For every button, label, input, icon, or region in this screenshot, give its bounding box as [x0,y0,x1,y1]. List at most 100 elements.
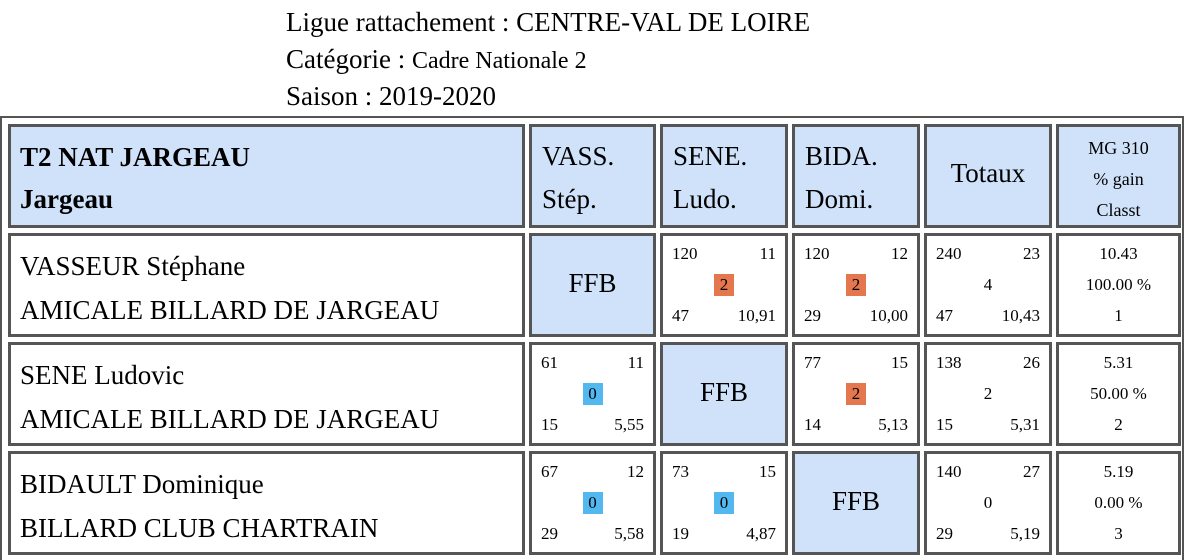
gain-percent: 0.00 % [1094,493,1143,512]
column-header-line2: Domi. [805,184,874,214]
match-reprises: 11 [759,244,776,263]
gain-percent: 100.00 % [1085,275,1152,294]
gain-label: % gain [1093,169,1144,189]
match-points: 120 [672,244,698,263]
totals-cell: 140 27 0 29 5,19 [924,451,1052,555]
saison-line: Saison : 2019-2020 [286,78,810,115]
totaux-label: Totaux [950,158,1026,188]
match-moyenne: 5,58 [614,524,644,543]
categorie-label: Catégorie : [286,44,412,74]
moyenne-generale: 5.19 [1103,462,1134,481]
total-reprises: 26 [1023,353,1040,372]
column-header-line2: Stép. [542,184,597,214]
classement: 1 [1114,306,1123,325]
total-moyenne: 10,43 [1001,306,1040,325]
total-points: 138 [936,353,962,372]
totals-cell: 138 26 2 15 5,31 [924,342,1052,446]
match-moyenne: 4,87 [746,524,776,543]
player-cell: SENE Ludovic AMICALE BILLARD DE JARGEAU [8,342,525,446]
gain-percent: 50.00 % [1090,384,1147,403]
match-points: 67 [541,462,558,481]
match-serie: 14 [804,415,821,434]
total-serie: 47 [936,306,953,325]
match-cell: 120 12 2 29 10,00 [792,233,920,337]
total-serie: 15 [936,415,953,434]
total-serie: 29 [936,524,953,543]
match-points: 61 [541,353,558,372]
match-reprises: 12 [891,244,908,263]
player-club: BILLARD CLUB CHARTRAIN [20,513,379,543]
match-points: 77 [804,353,821,372]
match-moyenne: 5,55 [614,415,644,434]
ffb-label: FFB [831,486,881,516]
moyenne-generale: 10.43 [1099,244,1138,263]
classement: 3 [1114,524,1123,543]
total-match-points: 4 [983,275,993,294]
summary-cell: 5.19 0.00 % 3 [1056,451,1181,555]
column-header-sene: SENE. Ludo. [660,124,788,228]
ffb-cell: FFB [660,342,788,446]
total-moyenne: 5,19 [1010,524,1040,543]
match-reprises: 15 [891,353,908,372]
player-name: VASSEUR Stéphane [20,251,246,281]
column-header-line1: BIDA. [805,141,878,171]
ligue-label: Ligue rattachement : [286,7,517,37]
match-serie: 29 [541,524,558,543]
column-header-totaux: Totaux [924,124,1052,228]
player-club: AMICALE BILLARD DE JARGEAU [20,404,440,434]
match-points: 120 [804,244,830,263]
ligue-value: CENTRE-VAL DE LOIRE [516,7,811,37]
match-cell: 67 12 0 29 5,58 [529,451,656,555]
match-cell: 120 11 2 47 10,91 [660,233,788,337]
mg-label: MG 310 [1088,138,1149,158]
team-name: T2 NAT JARGEAU [20,142,251,172]
team-city: Jargeau [20,184,113,214]
player-cell: VASSEUR Stéphane AMICALE BILLARD DE JARGE… [8,233,525,337]
match-serie: 47 [672,306,689,325]
match-serie: 19 [672,524,689,543]
match-score-badge: 0 [582,492,603,514]
column-header-bida: BIDA. Domi. [792,124,920,228]
summary-cell: 5.31 50.00 % 2 [1056,342,1181,446]
match-serie: 29 [804,306,821,325]
ffb-cell: FFB [792,451,920,555]
match-reprises: 11 [627,353,644,372]
total-points: 140 [936,462,962,481]
team-header-cell: T2 NAT JARGEAU Jargeau [8,124,525,228]
total-moyenne: 5,31 [1010,415,1040,434]
totals-cell: 240 23 4 47 10,43 [924,233,1052,337]
column-header-mg: MG 310 % gain Classt [1056,124,1181,228]
total-points: 240 [936,244,962,263]
moyenne-generale: 5.31 [1103,353,1134,372]
ffb-cell: FFB [529,233,656,337]
total-reprises: 23 [1023,244,1040,263]
match-cell: 61 11 0 15 5,55 [529,342,656,446]
column-header-vass: VASS. Stép. [529,124,656,228]
match-moyenne: 10,91 [737,306,776,325]
match-reprises: 15 [759,462,776,481]
total-match-points: 2 [983,384,993,403]
match-score-badge: 0 [714,492,734,514]
total-reprises: 27 [1023,462,1040,481]
saison-value: 2019-2020 [379,81,497,111]
player-cell: BIDAULT Dominique BILLARD CLUB CHARTRAIN [8,451,525,555]
ffb-label: FFB [699,377,749,407]
player-club: AMICALE BILLARD DE JARGEAU [20,295,440,325]
column-header-line2: Ludo. [673,184,737,214]
saison-label: Saison : [286,81,380,111]
player-name: BIDAULT Dominique [20,469,264,499]
match-score-badge: 2 [846,274,866,296]
header: Ligue rattachement : CENTRE-VAL DE LOIRE… [286,4,810,115]
match-score-badge: 2 [714,274,734,296]
match-reprises: 12 [627,462,644,481]
match-score-badge: 0 [582,383,603,405]
match-moyenne: 10,00 [869,306,908,325]
summary-cell: 10.43 100.00 % 1 [1056,233,1181,337]
categorie-value: Cadre Nationale 2 [411,48,587,74]
column-header-line1: SENE. [673,141,748,171]
match-points: 73 [672,462,689,481]
results-table: T2 NAT JARGEAU Jargeau VASS. Stép. SENE. L… [0,116,1184,560]
total-match-points: 0 [983,493,993,512]
match-cell: 77 15 2 14 5,13 [792,342,920,446]
match-cell: 73 15 0 19 4,87 [660,451,788,555]
